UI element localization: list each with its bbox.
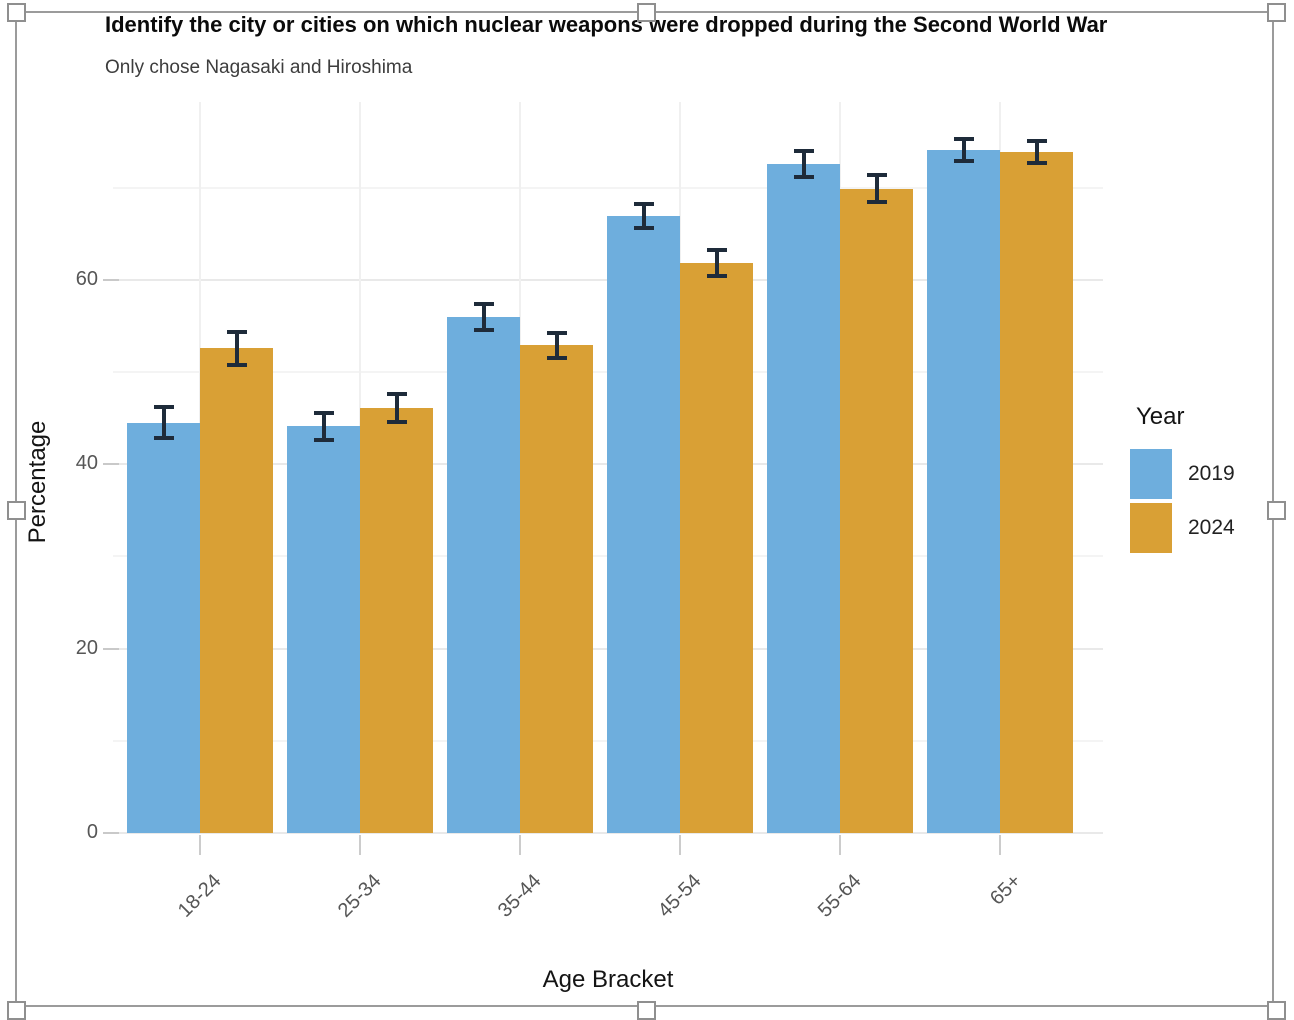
y-tick-label-20: 20 bbox=[75, 636, 98, 659]
selection-handle-top-left[interactable] bbox=[7, 3, 26, 22]
error-bar-cap-bottom-2019-45-54 bbox=[633, 226, 654, 231]
error-bar-cap-bottom-2024-45-54 bbox=[706, 274, 727, 279]
error-bar-2019-65+ bbox=[961, 137, 966, 162]
gridline-minor-70 bbox=[113, 186, 1103, 189]
selection-handle-middle-left[interactable] bbox=[7, 501, 26, 520]
error-bar-cap-top-2019-35-44 bbox=[473, 301, 494, 306]
x-tick-45-54 bbox=[679, 835, 681, 855]
bar-2019-55-64 bbox=[767, 163, 840, 833]
selection-handle-top-right[interactable] bbox=[1267, 3, 1286, 22]
gridline-major-0 bbox=[113, 832, 1103, 834]
error-bar-cap-top-2024-35-44 bbox=[546, 330, 567, 335]
bar-2024-25-34 bbox=[360, 408, 433, 833]
error-bar-cap-top-2019-65+ bbox=[953, 136, 974, 141]
error-bar-cap-bottom-2024-65+ bbox=[1026, 160, 1047, 165]
selection-handle-bottom-left[interactable] bbox=[7, 1001, 26, 1020]
bar-2019-18-24 bbox=[127, 422, 200, 833]
error-bar-2019-25-34 bbox=[321, 411, 326, 442]
error-bar-cap-top-2024-55-64 bbox=[866, 172, 887, 177]
x-tick-label-35-44: 35-44 bbox=[493, 870, 546, 922]
selection-handle-middle-right[interactable] bbox=[1267, 501, 1286, 520]
error-bar-cap-bottom-2019-35-44 bbox=[473, 327, 494, 332]
chart-legend: Year 2019 2024 bbox=[1130, 403, 1235, 557]
error-bar-cap-bottom-2019-65+ bbox=[953, 158, 974, 163]
selection-handle-bottom-right[interactable] bbox=[1267, 1001, 1286, 1020]
error-bar-cap-bottom-2019-55-64 bbox=[793, 174, 814, 179]
error-bar-2024-45-54 bbox=[714, 249, 719, 278]
error-bar-2019-55-64 bbox=[801, 149, 806, 178]
x-tick-label-65+: 65+ bbox=[986, 870, 1026, 910]
x-tick-35-44 bbox=[519, 835, 521, 855]
error-bar-2024-65+ bbox=[1034, 139, 1039, 164]
y-axis-title: Percentage bbox=[24, 420, 51, 544]
bar-2024-55-64 bbox=[840, 188, 913, 833]
error-bar-cap-bottom-2024-25-34 bbox=[386, 419, 407, 424]
error-bar-cap-top-2019-25-34 bbox=[313, 410, 334, 415]
bar-2024-35-44 bbox=[520, 345, 593, 833]
legend-item-2024: 2024 bbox=[1130, 503, 1235, 553]
error-bar-cap-top-2024-45-54 bbox=[706, 248, 727, 253]
error-bar-2024-35-44 bbox=[554, 331, 559, 360]
selection-handle-bottom-center[interactable] bbox=[637, 1001, 656, 1020]
chart-subtitle: Only chose Nagasaki and Hiroshima bbox=[105, 57, 413, 78]
bar-2019-65+ bbox=[927, 149, 1000, 833]
y-tick-label-60: 60 bbox=[75, 267, 98, 290]
legend-item-2019: 2019 bbox=[1130, 449, 1235, 499]
x-tick-18-24 bbox=[199, 835, 201, 855]
error-bar-cap-top-2019-18-24 bbox=[153, 405, 174, 410]
bar-2024-18-24 bbox=[200, 348, 273, 833]
error-bar-cap-bottom-2019-18-24 bbox=[153, 436, 174, 441]
x-tick-label-45-54: 45-54 bbox=[653, 870, 706, 922]
error-bar-2019-45-54 bbox=[641, 203, 646, 230]
x-tick-55-64 bbox=[839, 835, 841, 855]
legend-swatch-2024 bbox=[1130, 503, 1172, 553]
error-bar-cap-bottom-2019-25-34 bbox=[313, 438, 334, 443]
error-bar-cap-top-2019-45-54 bbox=[633, 202, 654, 207]
bar-2024-65+ bbox=[1000, 151, 1073, 833]
legend-swatch-2019 bbox=[1130, 449, 1172, 499]
y-tick-20 bbox=[103, 647, 119, 650]
y-tick-40 bbox=[103, 463, 119, 466]
x-axis-title: Age Bracket bbox=[542, 966, 674, 993]
plot-area bbox=[113, 102, 1103, 834]
error-bar-2024-18-24 bbox=[234, 330, 239, 366]
bar-2019-35-44 bbox=[447, 316, 520, 833]
error-bar-cap-bottom-2024-35-44 bbox=[546, 356, 567, 361]
error-bar-cap-top-2024-65+ bbox=[1026, 138, 1047, 143]
error-bar-2019-35-44 bbox=[481, 302, 486, 331]
error-bar-cap-top-2024-25-34 bbox=[386, 392, 407, 397]
y-tick-label-40: 40 bbox=[75, 452, 98, 475]
x-tick-65+ bbox=[999, 835, 1001, 855]
bar-2019-45-54 bbox=[607, 216, 680, 833]
bar-2019-25-34 bbox=[287, 426, 360, 833]
legend-title: Year bbox=[1136, 403, 1185, 430]
x-tick-label-18-24: 18-24 bbox=[173, 870, 226, 922]
chart-title: Identify the city or cities on which nuc… bbox=[105, 12, 1108, 37]
y-tick-60 bbox=[103, 278, 119, 281]
bar-2024-45-54 bbox=[680, 263, 753, 833]
selection-handle-top-center[interactable] bbox=[637, 3, 656, 22]
x-tick-label-55-64: 55-64 bbox=[813, 870, 866, 922]
y-tick-0 bbox=[103, 832, 119, 834]
error-bar-cap-top-2024-18-24 bbox=[226, 329, 247, 334]
x-tick-label-25-34: 25-34 bbox=[333, 870, 386, 922]
y-tick-label-0: 0 bbox=[86, 821, 98, 843]
error-bar-2024-25-34 bbox=[394, 393, 399, 423]
x-tick-25-34 bbox=[359, 835, 361, 855]
error-bar-cap-top-2019-55-64 bbox=[793, 148, 814, 153]
error-bar-2024-55-64 bbox=[874, 173, 879, 204]
error-bar-2019-18-24 bbox=[161, 406, 166, 440]
error-bar-cap-bottom-2024-18-24 bbox=[226, 362, 247, 367]
error-bar-cap-bottom-2024-55-64 bbox=[866, 200, 887, 205]
legend-label-2024: 2024 bbox=[1188, 516, 1235, 539]
legend-label-2019: 2019 bbox=[1188, 462, 1235, 485]
